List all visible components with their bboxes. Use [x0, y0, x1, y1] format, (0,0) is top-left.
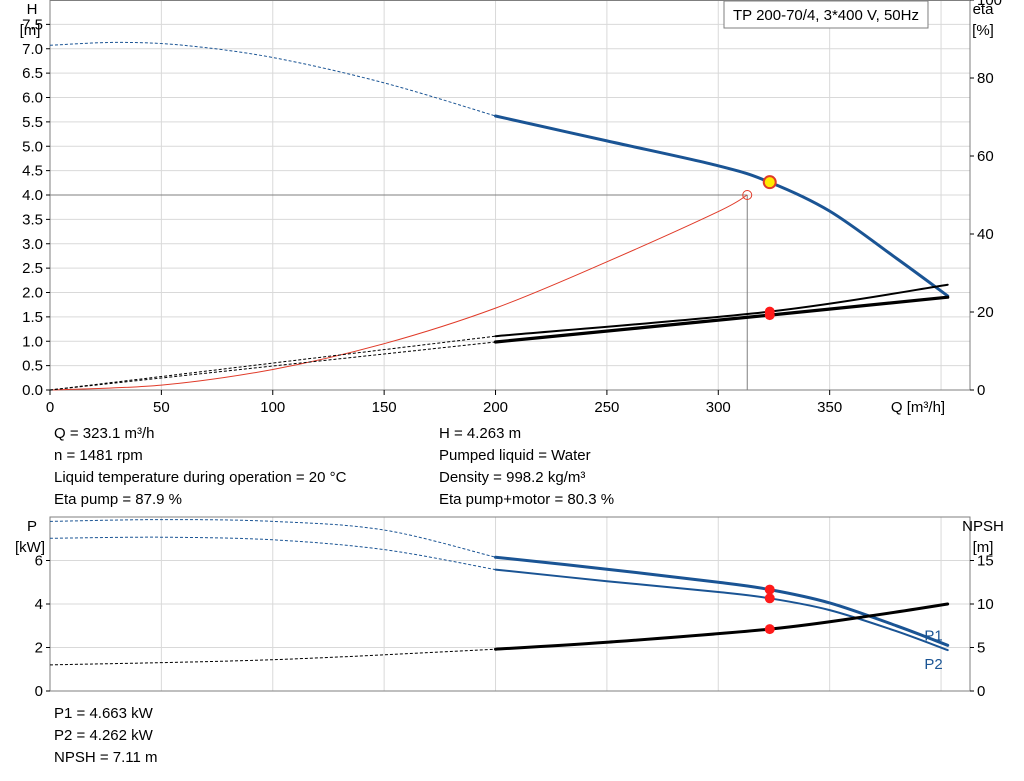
chart2-series-P1 [494, 555, 950, 647]
info-pumped-liquid: Pumped liquid = Water [439, 447, 591, 464]
chart2-series-label-P2: P2 [924, 656, 942, 673]
chart2-ylabel-unit: [kW] [15, 539, 45, 556]
chart2-marker-NPSH [764, 624, 775, 635]
chart1-x-tick-label: 300 [706, 399, 731, 416]
chart1-title: TP 200-70/4, 3*400 V, 50Hz [733, 7, 919, 24]
chart2-y-tick-label: 4 [35, 596, 43, 613]
chart2-series-label-P1: P1 [924, 627, 942, 644]
chart2-marker-P2 [764, 593, 775, 604]
chart1-ylabel: H [27, 1, 38, 18]
chart1-y2-tick-label: 60 [977, 148, 994, 165]
chart1-title-box [723, 0, 929, 29]
chart2-y2label-unit: [m] [973, 539, 994, 556]
chart2-y-tick-label: 0 [35, 683, 43, 700]
chart1-y-tick-label: 3.5 [22, 211, 43, 228]
info-top-left: Q = 323.1 m³/h n = 1481 rpm Liquid tempe… [54, 423, 346, 511]
chart1-y-tick-label: 0.5 [22, 358, 43, 375]
chart1-y2label: eta [973, 1, 995, 18]
chart1-series-eta-pump-motor-dashed [49, 341, 496, 391]
chart1-duty-point-marker [762, 175, 777, 190]
chart1-x-tick-label: 100 [260, 399, 285, 416]
chart2-y2-tick-label: 0 [977, 683, 985, 700]
info-head: H = 4.263 m [439, 425, 522, 442]
info-bottom: P1 = 4.663 kW P2 = 4.262 kW NPSH = 7.11 … [54, 703, 158, 769]
chart1-y-tick-label: 2.0 [22, 285, 43, 302]
chart2-series-P2-dashed [49, 536, 496, 571]
chart1-x-tick-label: 200 [483, 399, 508, 416]
chart1-y-tick-label: 2.5 [22, 260, 43, 277]
chart1-y2label-unit: [%] [972, 22, 994, 39]
chart1-y2-tick-label: 0 [977, 382, 985, 399]
chart2-series-P2 [494, 568, 949, 652]
chart1-series-eta-pump [494, 283, 949, 338]
info-npsh: NPSH = 7.11 m [54, 749, 158, 766]
info-p2: P2 = 4.262 kW [54, 727, 153, 744]
chart1-x-tick-label: 350 [817, 399, 842, 416]
chart1-system-point-marker [742, 190, 753, 200]
info-speed: n = 1481 rpm [54, 447, 143, 464]
chart1-series-H-dashed [49, 41, 496, 117]
chart1-ylabel-unit: [m] [20, 22, 41, 39]
info-flow: Q = 323.1 m³/h [54, 425, 155, 442]
chart1-y-tick-label: 5.5 [22, 114, 43, 131]
chart2-y-tick-label: 6 [35, 553, 43, 570]
chart2-series-P1-dashed [49, 519, 496, 558]
info-p1: P1 = 4.663 kW [54, 705, 153, 722]
chart1-y2-tick-label: 100 [977, 0, 1002, 9]
chart1-y-tick-label: 7.0 [22, 41, 43, 58]
chart1-series-system-curve [49, 194, 748, 391]
chart2-y2-tick-label: 5 [977, 640, 985, 657]
chart2-y-tick-label: 2 [35, 640, 43, 657]
chart1-y-tick-label: 4.5 [22, 163, 43, 180]
info-density: Density = 998.2 kg/m³ [439, 469, 586, 486]
chart1-y-tick-label: 6.5 [22, 65, 43, 82]
chart2-y2-tick-label: 10 [977, 596, 994, 613]
info-eta-pump-motor: Eta pump+motor = 80.3 % [439, 491, 615, 508]
chart1-y-tick-label: 1.5 [22, 309, 43, 326]
chart1-y-tick-label: 0.0 [22, 382, 43, 399]
info-eta-pump: Eta pump = 87.9 % [54, 491, 182, 508]
info-top-right: H = 4.263 m Pumped liquid = Water Densit… [439, 423, 614, 511]
chart2-y2-tick-label: 15 [977, 553, 994, 570]
chart1-y2-tick-label: 20 [977, 304, 994, 321]
chart1-series-eta-pump-motor [493, 295, 950, 344]
chart1-series-H [494, 114, 950, 298]
chart2-ylabel: P [27, 518, 37, 535]
info-liquid-temperature: Liquid temperature during operation = 20… [54, 469, 347, 486]
chart1-y-tick-label: 4.0 [22, 187, 43, 204]
chart2-marker-P1 [764, 584, 775, 595]
chart1-y-tick-label: 7.5 [22, 16, 43, 33]
chart2-y2label: NPSH [962, 518, 1004, 535]
chart1-y2-tick-label: 40 [977, 226, 994, 243]
chart1-y2-tick-label: 80 [977, 70, 994, 87]
chart1-x-tick-label: 250 [594, 399, 619, 416]
chart1-y-tick-label: 1.0 [22, 333, 43, 350]
chart1-marker-eta-pump-motor [764, 310, 775, 321]
chart1-y-tick-label: 6.0 [22, 90, 43, 107]
chart1-series-eta-pump-dashed [49, 335, 496, 391]
chart2-series-NPSH-dashed [49, 648, 496, 666]
chart2-series-NPSH [494, 602, 950, 651]
chart1-xlabel: Q [m³/h] [891, 399, 945, 416]
chart1-y-tick-label: 3.0 [22, 236, 43, 253]
chart1-x-tick-label: 150 [372, 399, 397, 416]
chart1-x-tick-label: 0 [46, 399, 54, 416]
chart1-x-tick-label: 50 [153, 399, 170, 416]
chart1-y-tick-label: 5.0 [22, 138, 43, 155]
